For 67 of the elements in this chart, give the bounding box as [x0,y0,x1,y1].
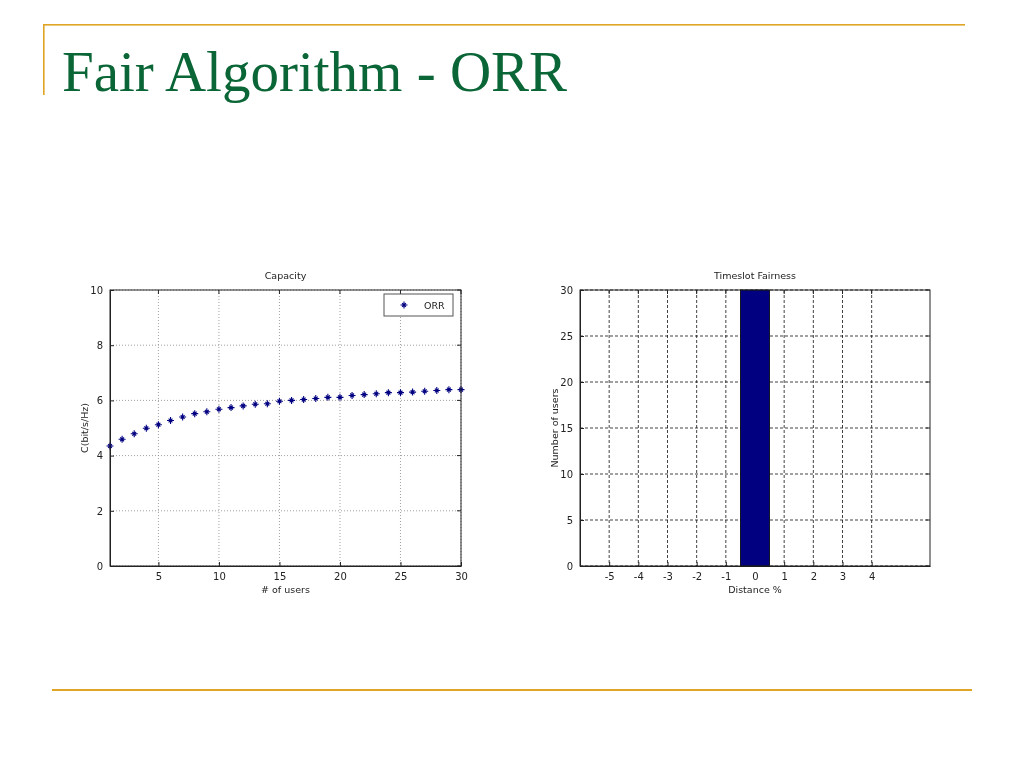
point [432,386,441,395]
x-axis-title: Distance % [728,584,782,595]
point [275,397,284,406]
x-tick-label: 25 [394,571,408,583]
point [154,420,163,429]
x-tick-label: 30 [455,571,468,583]
x-tick-label: 15 [273,571,287,583]
point [323,393,332,402]
y-tick-label: 30 [560,284,573,296]
y-tick-label: 2 [96,505,103,517]
y-tick-label: 25 [560,330,573,342]
x-tick-label: 10 [213,571,226,583]
x-tick-label: 4 [868,571,876,583]
point [166,416,175,425]
point [226,403,236,412]
y-tick-label: 4 [96,450,103,462]
point [105,441,115,450]
x-axis-title: # of users [261,584,310,595]
point [335,393,345,402]
y-tick-label: 15 [560,422,573,434]
point [130,429,139,438]
point [142,424,151,433]
point [384,388,393,397]
x-tick-label: -5 [604,571,615,583]
point [287,396,296,405]
point [420,387,429,396]
point [190,409,199,418]
x-tick-label: 5 [155,571,163,583]
point [202,407,211,416]
y-tick-label: 8 [96,339,103,351]
x-tick-label: -1 [721,571,732,583]
x-tick-label: 20 [334,571,347,583]
x-tick-label: 1 [781,571,788,583]
point [263,399,272,408]
point [360,390,369,399]
y-tick-label: 10 [90,284,103,296]
chart-title: Capacity [264,270,307,281]
point [311,394,320,403]
x-tick-label: -3 [663,571,673,583]
text: Fair Algorithm - ORR [62,40,568,103]
point [444,385,453,394]
y-tick-label: 6 [96,395,103,407]
point [178,412,187,422]
x-tick-label: 2 [810,571,818,583]
y-axis-title: Number of users [549,388,560,468]
point [408,388,417,397]
chart-title: Timeslot Fairness [713,270,797,281]
legend-label: ORR [424,299,446,311]
point [348,391,357,400]
point [214,405,223,414]
y-tick-label: 0 [566,560,573,572]
point [456,385,466,394]
y-tick-label: 20 [560,376,573,388]
point [299,395,308,404]
point [372,389,381,398]
point [396,388,405,397]
y-tick-label: 10 [560,468,573,480]
y-tick-label: 5 [566,514,573,526]
point [239,401,248,410]
point [251,400,260,409]
x-tick-label: 3 [839,571,847,583]
point [118,435,127,444]
x-tick-label: 0 [752,571,759,583]
y-tick-label: 0 [96,560,103,572]
x-tick-label: -4 [633,571,644,583]
x-tick-label: -2 [692,571,703,583]
y-axis-title: C(bit/s/Hz) [79,403,90,453]
